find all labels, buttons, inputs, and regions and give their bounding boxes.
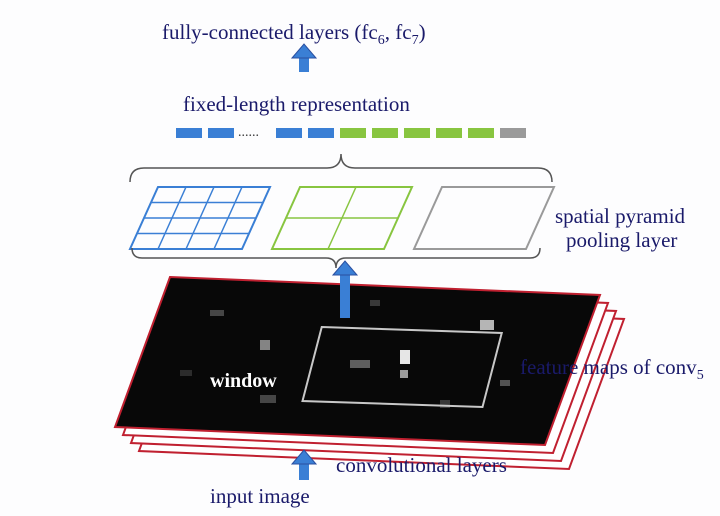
input-image-label: input image [210,484,310,509]
window-label: window [210,370,277,393]
conv-layers-label: convolutional layers [336,453,507,478]
feature-maps-label: feature maps of conv5 [520,355,704,384]
fc-layers-label: fully-connected layers (fc6, fc7) [162,20,426,49]
fixed-rep-label: fixed-length representation [183,92,410,117]
spp-diagram [0,0,720,516]
vector-dots: ...... [238,125,259,141]
spp-label-line1: spatial pyramid [555,204,685,229]
spp-label-line2: pooling layer [566,228,677,253]
